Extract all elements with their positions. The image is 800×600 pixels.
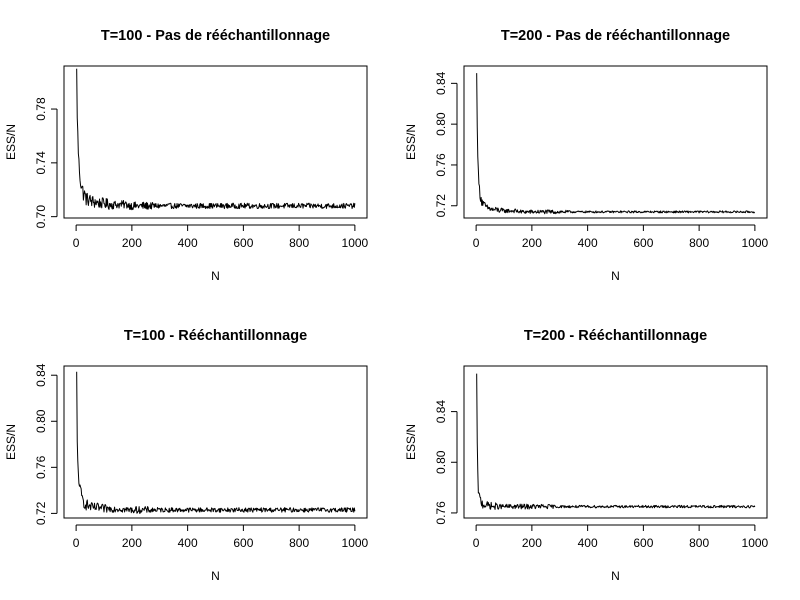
- chart-title: T=200 - Pas de rééchantillonnage: [501, 28, 730, 44]
- x-axis-label: N: [611, 569, 620, 583]
- x-tick-label: 200: [122, 236, 142, 250]
- y-tick-label: 0.84: [434, 400, 448, 424]
- y-tick-label: 0.84: [434, 71, 448, 95]
- plot-frame: [63, 65, 368, 219]
- x-axis-label: N: [211, 269, 220, 283]
- y-tick-label: 0.72: [434, 194, 448, 218]
- series-line: [476, 373, 756, 510]
- plot-frame: [63, 365, 368, 519]
- chart-panel-3: T=100 - Rééchantillonnage N ESS/N 0 200 40…: [4, 328, 369, 583]
- y-axis-label: ESS/N: [4, 124, 18, 160]
- series-layer: [76, 371, 356, 514]
- y-tick-label: 0.80: [434, 450, 448, 474]
- x-axis: 0 200 400 600 800 1000: [473, 224, 769, 250]
- y-axis-label: ESS/N: [404, 424, 418, 460]
- x-tick-label: 0: [73, 236, 80, 250]
- y-tick-label: 0.70: [34, 205, 48, 229]
- y-tick-label: 0.80: [34, 409, 48, 433]
- x-tick-label: 600: [633, 236, 653, 250]
- y-axis-label: ESS/N: [404, 124, 418, 160]
- x-tick-label: 600: [633, 536, 653, 550]
- x-tick-label: 800: [689, 236, 709, 250]
- x-tick-label: 400: [578, 536, 598, 550]
- x-axis: 0 200 400 600 800 1000: [73, 524, 369, 550]
- y-axis: 0.72 0.76 0.80 0.84: [434, 71, 458, 218]
- x-axis-label: N: [611, 269, 620, 283]
- y-tick-label: 0.74: [34, 151, 48, 175]
- series-line: [76, 68, 356, 211]
- y-tick-label: 0.76: [34, 455, 48, 479]
- y-tick-label: 0.84: [34, 363, 48, 387]
- x-tick-label: 200: [522, 536, 542, 550]
- x-axis: 0 200 400 600 800 1000: [473, 524, 769, 550]
- y-tick-label: 0.76: [434, 501, 448, 525]
- series-line: [476, 73, 755, 215]
- x-tick-label: 0: [473, 536, 480, 550]
- chart-title: T=200 - Rééchantillonnage: [524, 328, 707, 344]
- y-axis-label: ESS/N: [4, 424, 18, 460]
- chart-title: T=100 - Pas de rééchantillonnage: [101, 28, 330, 44]
- chart-panel-1: T=100 - Pas de rééchantillonnage N ESS/N…: [4, 28, 369, 283]
- series-line: [76, 371, 356, 514]
- x-tick-label: 1000: [342, 536, 369, 550]
- chart-panel-2: T=200 - Pas de rééchantillonnage N ESS/N…: [404, 28, 769, 283]
- y-axis: 0.70 0.74 0.78: [34, 97, 58, 229]
- y-tick-label: 0.72: [34, 501, 48, 525]
- series-layer: [476, 73, 755, 215]
- x-axis: 0 200 400 600 800 1000: [73, 224, 369, 250]
- series-layer: [476, 373, 756, 510]
- x-tick-label: 0: [473, 236, 480, 250]
- x-tick-label: 1000: [742, 236, 769, 250]
- plot-frame: [463, 365, 768, 519]
- x-tick-label: 800: [289, 536, 309, 550]
- y-tick-label: 0.80: [434, 112, 448, 136]
- y-tick-label: 0.78: [34, 97, 48, 121]
- x-tick-label: 800: [289, 236, 309, 250]
- x-tick-label: 600: [233, 536, 253, 550]
- x-tick-label: 400: [578, 236, 598, 250]
- x-tick-label: 200: [522, 236, 542, 250]
- x-tick-label: 400: [178, 236, 198, 250]
- y-axis: 0.72 0.76 0.80 0.84: [34, 363, 58, 525]
- series-layer: [76, 68, 356, 211]
- x-tick-label: 1000: [742, 536, 769, 550]
- chart-title: T=100 - Rééchantillonnage: [124, 328, 307, 344]
- y-axis: 0.76 0.80 0.84: [434, 400, 458, 525]
- x-tick-label: 400: [178, 536, 198, 550]
- x-tick-label: 800: [689, 536, 709, 550]
- x-tick-label: 200: [122, 536, 142, 550]
- plot-frame: [463, 65, 768, 219]
- x-axis-label: N: [211, 569, 220, 583]
- x-tick-label: 0: [73, 536, 80, 550]
- x-tick-label: 1000: [342, 236, 369, 250]
- y-tick-label: 0.76: [434, 153, 448, 177]
- x-tick-label: 600: [233, 236, 253, 250]
- chart-panel-4: T=200 - Rééchantillonnage N ESS/N 0 200 40…: [404, 328, 769, 583]
